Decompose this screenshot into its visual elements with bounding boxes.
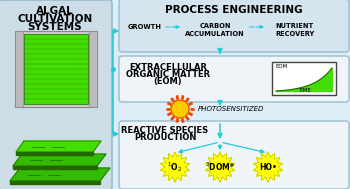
- Bar: [89, 31, 97, 107]
- Polygon shape: [205, 152, 234, 182]
- FancyBboxPatch shape: [119, 121, 349, 189]
- Text: NUTRIENT
RECOVERY: NUTRIENT RECOVERY: [275, 23, 315, 36]
- Text: TIME: TIME: [298, 88, 310, 93]
- Text: PHOTOSENSITIZED: PHOTOSENSITIZED: [198, 106, 264, 112]
- Text: SYSTEMS: SYSTEMS: [28, 22, 82, 32]
- Bar: [15, 31, 97, 107]
- FancyBboxPatch shape: [119, 56, 349, 102]
- Text: PRODUCTION: PRODUCTION: [134, 133, 196, 142]
- Polygon shape: [13, 154, 106, 166]
- Text: EXTRACELLULAR: EXTRACELLULAR: [129, 63, 207, 72]
- FancyBboxPatch shape: [0, 0, 112, 189]
- Polygon shape: [253, 152, 282, 182]
- Text: $^3$DOM*: $^3$DOM*: [205, 161, 235, 173]
- Text: ALGAL: ALGAL: [36, 6, 74, 16]
- Bar: [24, 34, 88, 104]
- Text: EOM: EOM: [276, 64, 288, 69]
- Text: ORGANIC MATTER: ORGANIC MATTER: [126, 70, 210, 79]
- Text: REACTIVE SPECIES: REACTIVE SPECIES: [121, 126, 209, 135]
- Text: HO•: HO•: [259, 163, 277, 171]
- Bar: [272, 62, 336, 95]
- FancyBboxPatch shape: [119, 0, 349, 52]
- Polygon shape: [16, 152, 93, 155]
- Text: $^1$O$_2$: $^1$O$_2$: [167, 160, 183, 174]
- Text: (EOM): (EOM): [154, 77, 182, 86]
- Circle shape: [171, 100, 189, 118]
- Text: CULTIVATION: CULTIVATION: [18, 14, 93, 24]
- Polygon shape: [10, 181, 100, 184]
- Bar: [15, 31, 23, 107]
- Polygon shape: [160, 152, 190, 182]
- Polygon shape: [16, 141, 101, 152]
- Polygon shape: [13, 166, 97, 169]
- Text: PROCESS ENGINEERING: PROCESS ENGINEERING: [165, 5, 303, 15]
- Text: GROWTH: GROWTH: [128, 24, 162, 30]
- Polygon shape: [10, 168, 110, 181]
- Text: CARBON
ACCUMULATION: CARBON ACCUMULATION: [185, 23, 245, 36]
